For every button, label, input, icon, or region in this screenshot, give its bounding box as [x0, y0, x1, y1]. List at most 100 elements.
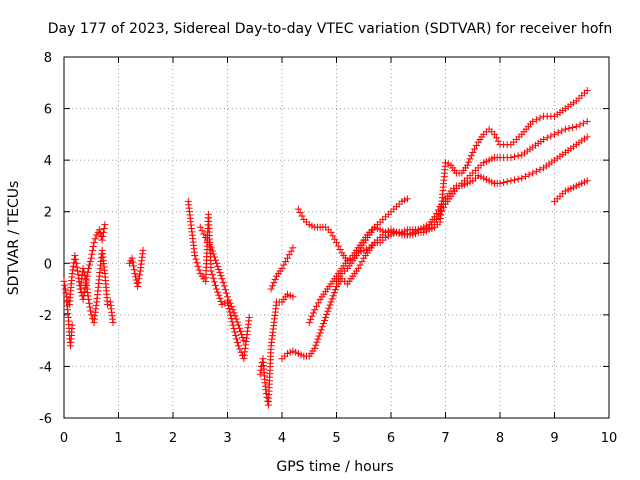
data-point — [87, 307, 95, 315]
data-point — [287, 247, 295, 255]
data-point — [233, 335, 241, 343]
data-point — [75, 274, 83, 282]
data-point — [133, 279, 141, 287]
data-point — [87, 254, 95, 262]
data-point — [282, 258, 290, 266]
series-sat-g — [196, 223, 248, 345]
data-point — [331, 235, 339, 243]
data-point — [334, 242, 342, 250]
data-point — [233, 318, 241, 326]
data-point — [565, 124, 573, 132]
data-point — [205, 240, 213, 248]
x-tick-labels: 0 1 2 3 4 5 6 7 8 9 10 — [60, 431, 617, 446]
data-point — [60, 277, 68, 285]
grid — [64, 57, 609, 418]
data-point — [239, 334, 247, 342]
series-sat-n — [551, 177, 591, 205]
x-tick-label: 6 — [387, 431, 395, 446]
data-point — [195, 266, 203, 274]
data-point — [317, 326, 325, 334]
data-point — [314, 299, 322, 307]
data-point — [194, 262, 202, 270]
data-point — [325, 304, 333, 312]
data-point — [226, 299, 234, 307]
data-point — [354, 264, 362, 272]
data-point — [98, 236, 106, 244]
data-point — [511, 176, 519, 184]
data-point — [204, 237, 212, 245]
data-point — [210, 253, 218, 261]
y-axis-label: SDTVAR / TECUs — [6, 181, 22, 296]
data-point — [71, 252, 79, 260]
data-point — [212, 256, 220, 264]
data-point — [72, 255, 80, 263]
x-axis-label: GPS time / hours — [276, 459, 393, 475]
data-point — [494, 137, 502, 145]
data-point — [561, 125, 569, 133]
data-point — [313, 302, 321, 310]
data-point — [217, 297, 225, 305]
data-point — [532, 167, 540, 175]
data-point — [212, 281, 220, 289]
data-point — [207, 244, 215, 252]
data-point — [192, 255, 200, 263]
data-point — [215, 265, 223, 273]
data-point — [322, 313, 330, 321]
data-point — [225, 296, 233, 304]
data-point — [503, 178, 511, 186]
data-point — [554, 129, 562, 137]
data-point — [296, 209, 304, 217]
data-point — [285, 251, 293, 259]
data-point — [240, 337, 248, 345]
data-point — [331, 286, 339, 294]
data-point — [327, 298, 335, 306]
data-point — [403, 195, 411, 203]
data-point — [217, 272, 225, 280]
data-point — [202, 234, 210, 241]
data-point — [432, 209, 440, 217]
series-sat-j — [278, 133, 591, 363]
y-tick-label: -6 — [39, 412, 52, 427]
data-point — [191, 252, 199, 260]
data-point — [61, 285, 69, 293]
x-tick-label: 5 — [332, 431, 340, 446]
series-sat-e — [125, 246, 147, 290]
data-point — [327, 228, 335, 236]
data-point — [529, 117, 537, 125]
x-tick-label: 8 — [496, 431, 504, 446]
data-point — [200, 230, 208, 238]
data-point — [311, 306, 319, 314]
data-point — [316, 329, 324, 337]
data-point — [305, 319, 313, 327]
data-point — [208, 271, 216, 279]
data-point — [72, 259, 80, 267]
data-point — [74, 267, 82, 275]
data-point — [128, 254, 136, 262]
data-point — [135, 275, 143, 283]
data-point — [221, 286, 229, 294]
series-sat-i — [267, 244, 297, 293]
data-point — [218, 275, 226, 283]
y-tick-label: 4 — [44, 154, 52, 169]
data-point — [80, 288, 88, 296]
data-point — [583, 177, 591, 185]
data-point — [238, 330, 246, 338]
data-point — [511, 153, 519, 161]
data-point — [356, 261, 364, 269]
data-point — [234, 321, 242, 329]
data-point — [507, 154, 515, 162]
y-tick-label: 8 — [44, 51, 52, 66]
tick-marks — [63, 56, 610, 419]
x-tick-label: 10 — [601, 431, 618, 446]
data-point — [84, 268, 92, 276]
data-point — [101, 221, 109, 229]
data-point — [229, 306, 237, 314]
data-point — [532, 116, 540, 124]
data-point — [139, 246, 147, 254]
data-point — [81, 284, 89, 292]
data-point — [95, 226, 103, 234]
data-point — [224, 293, 231, 301]
data-point — [465, 158, 473, 166]
data-point — [326, 301, 334, 309]
